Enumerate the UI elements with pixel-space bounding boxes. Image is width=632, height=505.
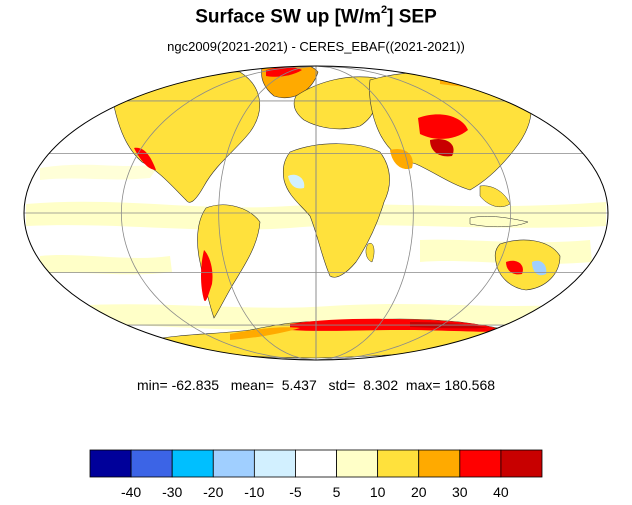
colorbar-box <box>377 449 420 478</box>
graticule <box>24 66 608 360</box>
chart-subtitle: ngc2009(2021-2021) - CERES_EBAF((2021-20… <box>167 39 465 54</box>
colorbar-tick-label: -20 <box>203 484 223 500</box>
colorbar-box <box>130 449 173 478</box>
stat-mean-label: mean= <box>230 377 274 393</box>
colorbar-tick-label: 20 <box>411 484 427 500</box>
colorbar-box <box>212 449 255 478</box>
colorbar-tick-label: 30 <box>452 484 468 500</box>
colorbar-tick-label: -30 <box>162 484 182 500</box>
central-asia-hotspot <box>418 114 468 139</box>
colorbar-box <box>418 449 461 478</box>
colorbar-tick-label: 40 <box>493 484 509 500</box>
south-america <box>197 204 261 319</box>
title-main: Surface SW up [W/m <box>195 6 382 28</box>
australia <box>494 239 561 291</box>
colorbar-tick-label: -5 <box>289 484 302 500</box>
stat-std-label: std= <box>328 377 356 393</box>
ocean-band-north <box>40 164 160 180</box>
meridian-line <box>218 66 317 360</box>
west-africa-negative <box>288 174 305 189</box>
andes <box>201 250 213 302</box>
australia-negative <box>532 260 547 276</box>
stat-max-label: max= <box>405 377 441 393</box>
colorbar-tick-label: -40 <box>121 484 141 500</box>
title-tail: ] SEP <box>387 6 437 28</box>
stat-std-value: 8.302 <box>363 377 399 393</box>
colorbar-box <box>336 449 379 478</box>
colorbar-boxes <box>89 449 543 478</box>
colorbar-tick-label: 5 <box>333 484 341 500</box>
colorbar-tick-label: 10 <box>370 484 386 500</box>
europe <box>293 76 379 130</box>
antarctica-coast-orange <box>230 327 300 340</box>
colorbar-tick-label: -10 <box>244 484 264 500</box>
colorbar-box <box>295 449 337 478</box>
colorbar-box <box>500 449 543 478</box>
stat-min-label: min= <box>136 377 168 393</box>
colorbar-box <box>171 449 214 478</box>
colorbar-box <box>253 449 296 478</box>
stat-max-value: 180.568 <box>444 377 496 393</box>
stat-mean-value: 5.437 <box>281 377 317 393</box>
australia-hotspot <box>506 260 523 275</box>
tibet-hotspot <box>430 138 454 157</box>
meridian-line <box>315 66 414 360</box>
africa <box>282 143 390 278</box>
colorbar-box <box>459 449 502 478</box>
stat-min-value: -62.835 <box>171 377 220 393</box>
meridian-line <box>120 66 317 360</box>
summary-statistics: min= -62.835 mean= 5.437 std= 8.302 max=… <box>0 377 632 393</box>
indonesia <box>469 216 529 227</box>
ocean-band-south-west <box>40 255 172 275</box>
title-superscript: 2 <box>381 4 388 16</box>
chart-title: Surface SW up [W/m2] SEP <box>0 4 632 28</box>
globe-outline <box>23 65 609 361</box>
meridian-line <box>315 66 512 360</box>
colorbar-box <box>89 449 132 478</box>
colorbar-labels: -40 -30 -20 -10 -5 5 10 20 30 40 <box>121 484 509 500</box>
madagascar <box>365 242 375 263</box>
